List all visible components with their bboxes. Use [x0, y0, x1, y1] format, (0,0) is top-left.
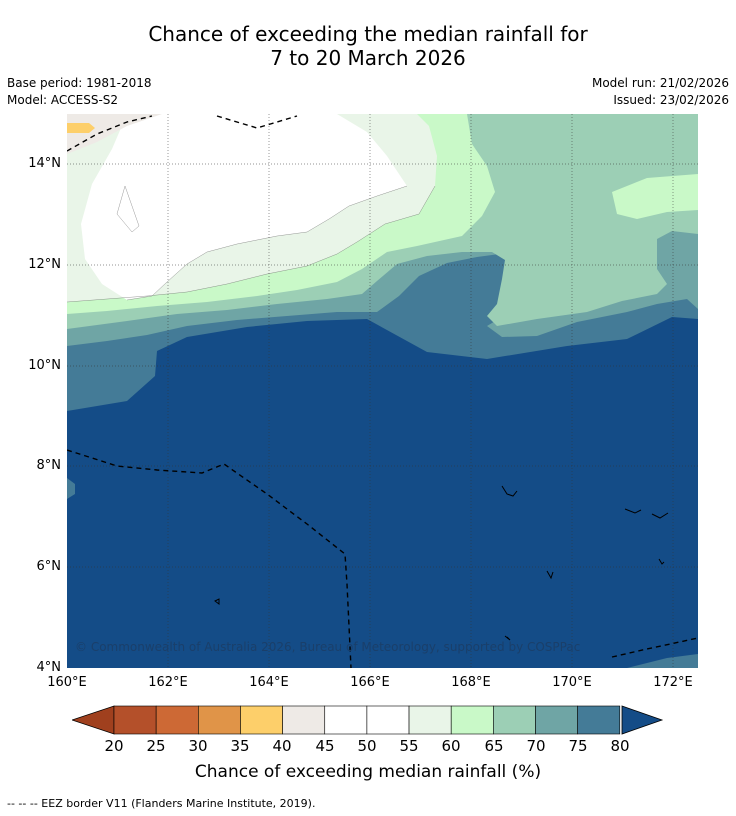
cb-label-75: 75 — [568, 737, 588, 755]
cb-label-40: 40 — [272, 737, 292, 755]
lat-label-4n: 4°N — [36, 660, 62, 675]
cb-label-35: 35 — [230, 737, 250, 755]
colorbar-cell — [408, 705, 452, 735]
meta-left: Base period: 1981-2018 Model: ACCESS-S2 — [7, 75, 152, 109]
zone-40-45 — [67, 114, 162, 154]
zone-75-80-patch — [67, 478, 75, 499]
eez-borders — [67, 115, 698, 668]
colorbar-cell — [493, 705, 536, 735]
lat-label-6n: 6°N — [36, 559, 62, 574]
colorbar-high-arrow — [621, 705, 664, 735]
copyright-notice: © Commonwealth of Australia 2026, Bureau… — [75, 640, 581, 654]
cb-label-80: 80 — [610, 737, 630, 755]
issued-date: Issued: 23/02/2026 — [613, 93, 729, 107]
eez-footnote: -- -- -- EEZ border V11 (Flanders Marine… — [7, 797, 316, 810]
base-period: Base period: 1981-2018 — [7, 76, 152, 90]
colorbar-cell — [198, 705, 241, 735]
lat-label-14n: 14°N — [28, 156, 61, 171]
colorbar-title: Chance of exceeding median rainfall (%) — [194, 762, 542, 782]
colorbar-cell — [577, 705, 621, 735]
zone-35-40 — [67, 123, 95, 133]
colorbar — [70, 705, 664, 739]
map-title: Chance of exceeding the median rainfall … — [0, 22, 736, 70]
lon-label-172e: 172°E — [653, 675, 693, 690]
model-run: Model run: 21/02/2026 — [591, 76, 729, 90]
cb-label-20: 20 — [104, 737, 124, 755]
lon-label-160e: 160°E — [47, 675, 87, 690]
cb-label-60: 60 — [441, 737, 461, 755]
lat-label-10n: 10°N — [28, 358, 61, 373]
colorbar-cell — [535, 705, 578, 735]
cb-label-55: 55 — [399, 737, 419, 755]
title-line-1: Chance of exceeding the median rainfall … — [148, 22, 588, 46]
colorbar-cell — [240, 705, 283, 735]
cb-label-70: 70 — [526, 737, 546, 755]
zone-60-65-pocket — [612, 174, 698, 219]
title-line-2: 7 to 20 March 2026 — [270, 46, 466, 70]
colorbar-low-arrow — [70, 705, 115, 735]
zone-45-55 — [81, 114, 407, 300]
graticule — [67, 114, 698, 668]
meta-right: Model run: 21/02/2026 Issued: 23/02/2026 — [592, 75, 729, 109]
lon-label-162e: 162°E — [148, 675, 188, 690]
colorbar-cell — [450, 705, 494, 735]
contour-lines — [67, 185, 436, 303]
lat-label-12n: 12°N — [28, 257, 61, 272]
cb-label-25: 25 — [146, 737, 166, 755]
rainfall-map — [67, 114, 698, 668]
colorbar-cell — [155, 705, 199, 735]
lat-label-8n: 8°N — [36, 458, 62, 473]
colorbar-svg — [70, 705, 664, 735]
model-name: Model: ACCESS-S2 — [7, 93, 119, 107]
colorbar-cell — [366, 705, 410, 735]
cb-label-30: 30 — [188, 737, 208, 755]
cb-label-65: 65 — [484, 737, 504, 755]
lon-label-166e: 166°E — [350, 675, 390, 690]
map-canvas — [67, 114, 698, 668]
colorbar-cell — [113, 705, 157, 735]
colorbar-cell — [324, 705, 368, 735]
lon-label-168e: 168°E — [451, 675, 491, 690]
lon-label-164e: 164°E — [249, 675, 289, 690]
zone-75-80-strip — [627, 654, 698, 668]
colorbar-cell — [282, 705, 326, 735]
islands — [214, 485, 669, 641]
lon-label-170e: 170°E — [552, 675, 592, 690]
cb-label-50: 50 — [357, 737, 377, 755]
cb-label-45: 45 — [315, 737, 335, 755]
